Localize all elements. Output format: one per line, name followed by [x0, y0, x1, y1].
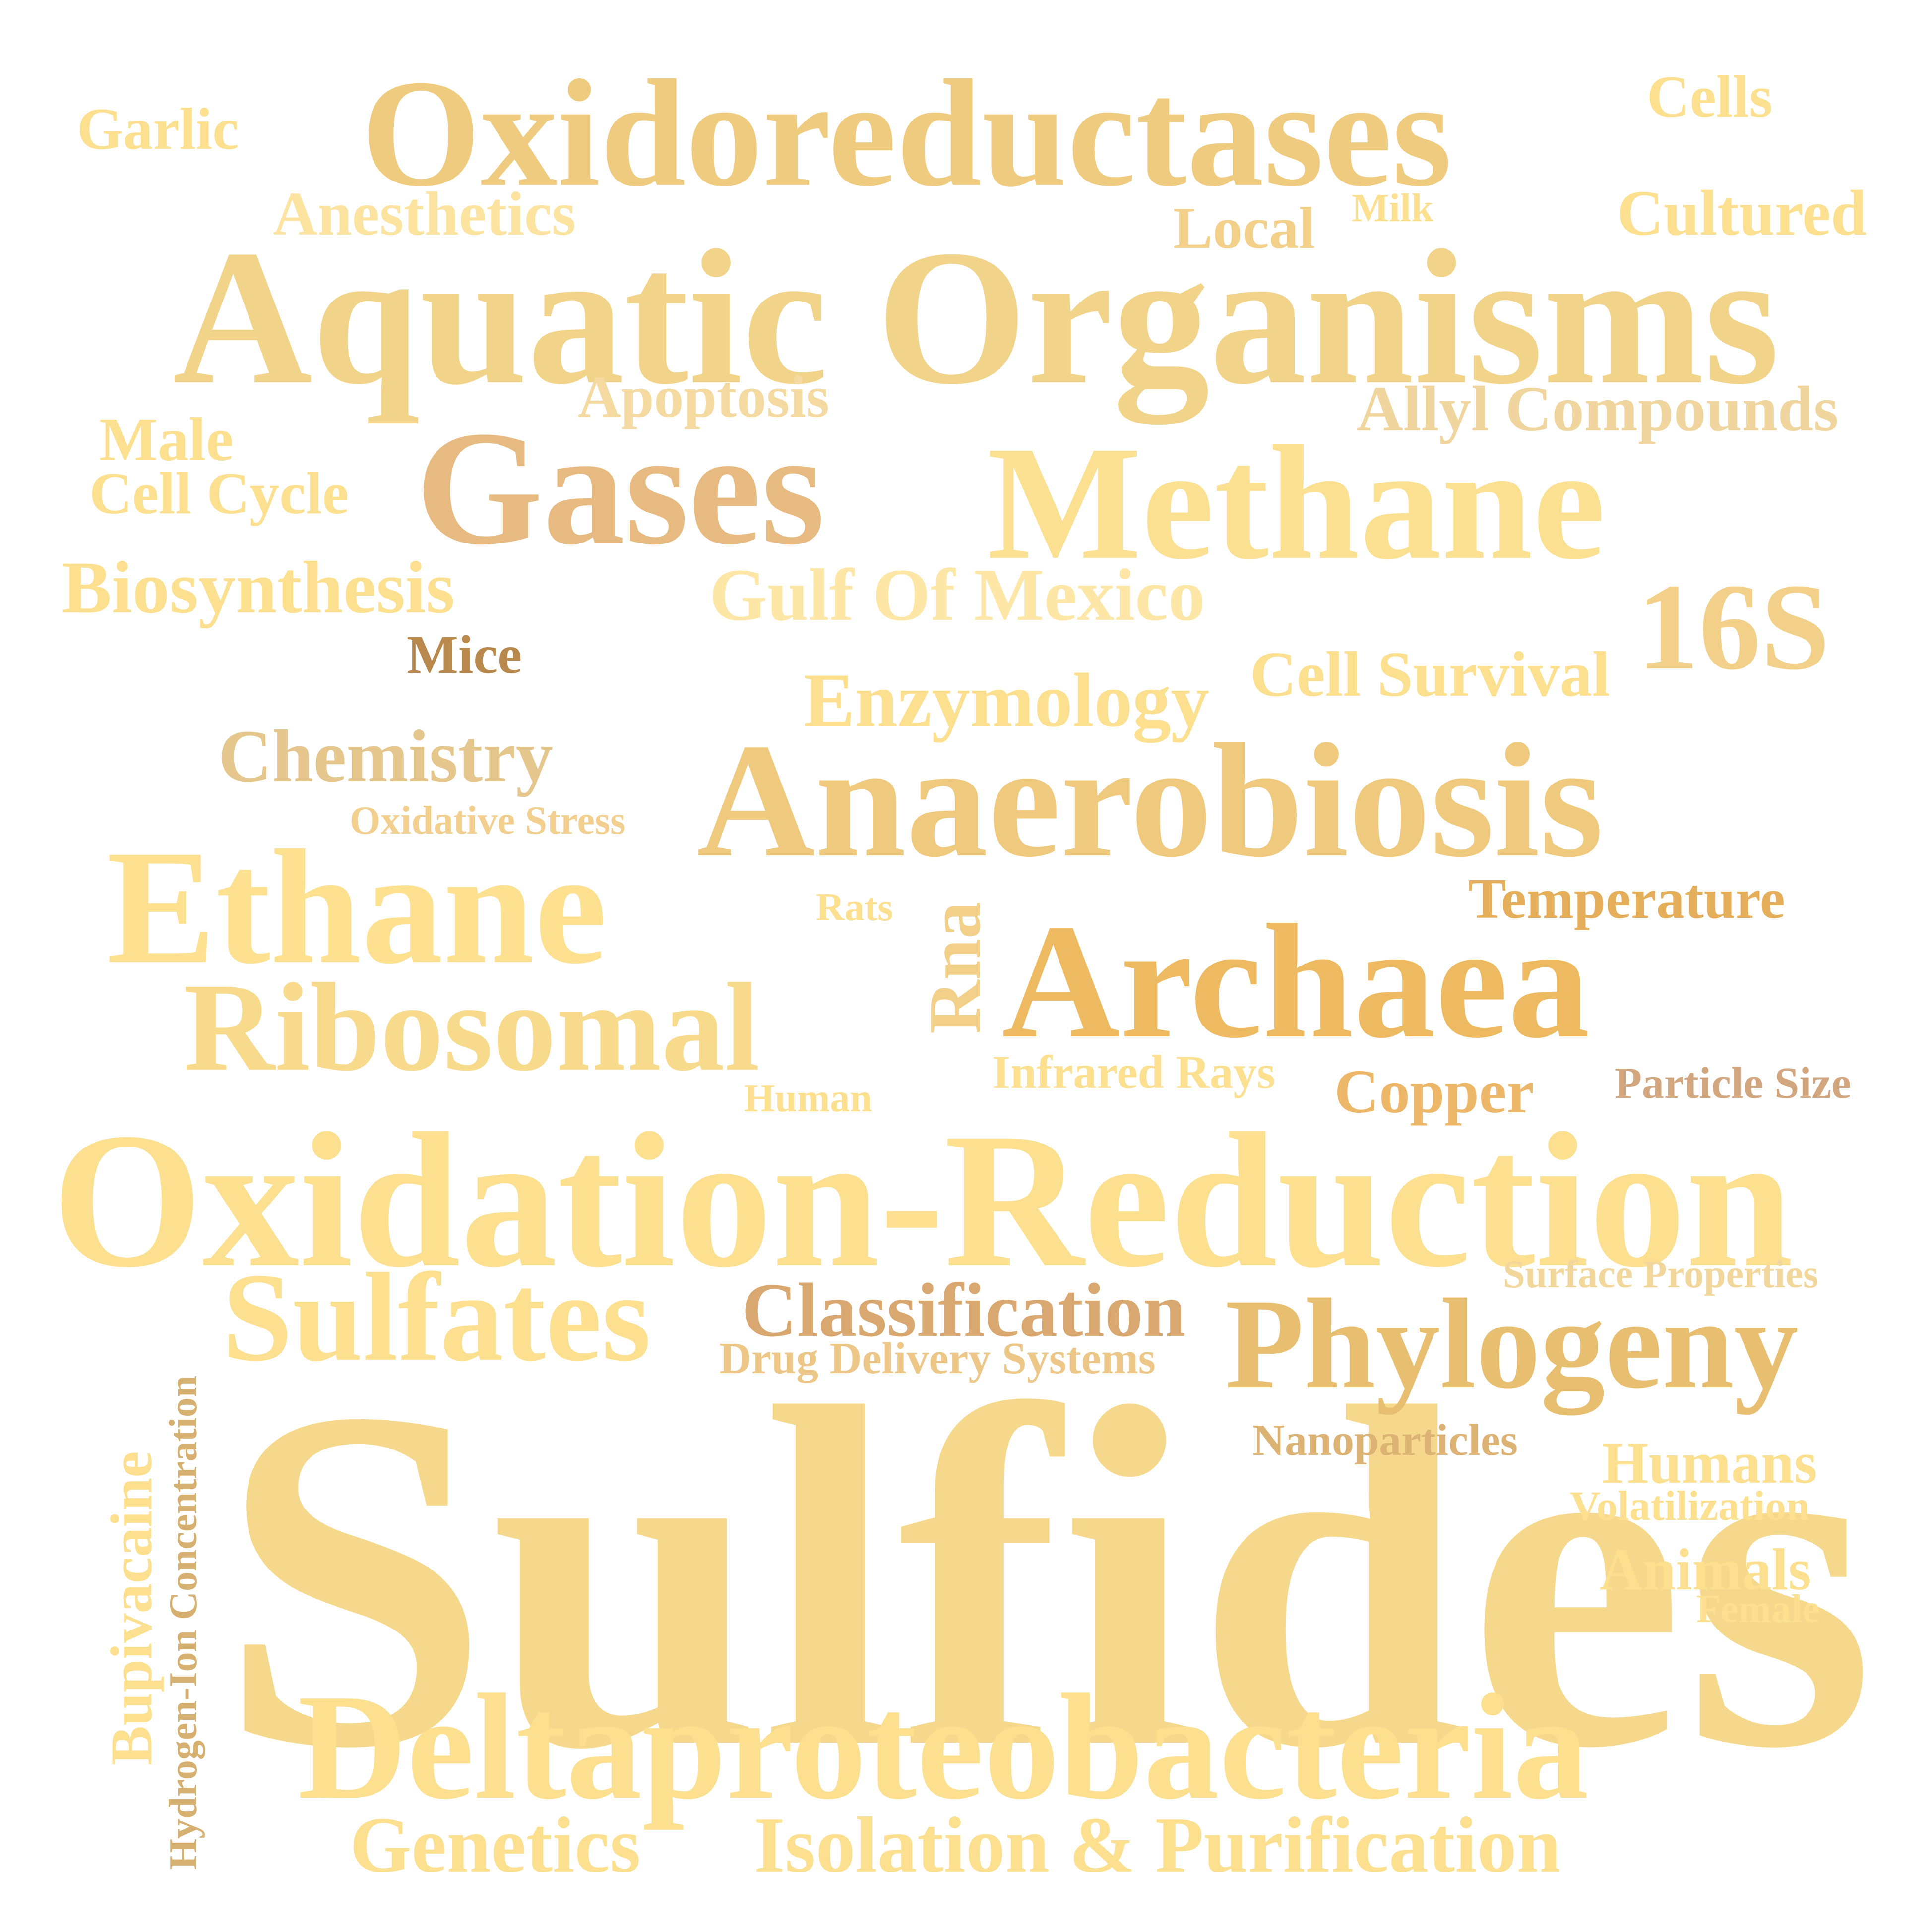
- word-milk: Milk: [1352, 186, 1433, 230]
- word-phylogeny: Phylogeny: [1225, 1272, 1799, 1415]
- word-female: Female: [1696, 1587, 1820, 1631]
- word-cell-survival: Cell Survival: [1250, 639, 1610, 710]
- word-sulfides: Sulfides: [218, 1308, 1875, 1849]
- word-animals: Animals: [1600, 1536, 1811, 1602]
- word-oxidation-reduction: Oxidation-Reduction: [52, 1093, 1794, 1307]
- word-16s: 16S: [1637, 558, 1830, 696]
- word-sulfates: Sulfates: [222, 1248, 651, 1388]
- word-infrared-rays: Infrared Rays: [992, 1046, 1275, 1098]
- word-local: Local: [1173, 195, 1315, 261]
- word-isolation-purification: Isolation & Purification: [754, 1801, 1561, 1889]
- word-oxidoreductases: Oxidoreductases: [361, 49, 1452, 219]
- word-chemistry: Chemistry: [218, 715, 553, 797]
- word-particle-size: Particle Size: [1615, 1059, 1852, 1108]
- word-biosynthesis: Biosynthesis: [62, 546, 455, 629]
- word-anesthetics: Anesthetics: [273, 180, 576, 248]
- word-methane: Methane: [987, 413, 1606, 594]
- word-cultured: Cultured: [1617, 178, 1867, 249]
- word-archaea: Archaea: [1002, 891, 1590, 1072]
- word-surface-properties: Surface Properties: [1503, 1253, 1819, 1296]
- word-mice: Mice: [407, 624, 522, 685]
- word-humans: Humans: [1602, 1430, 1817, 1496]
- word-enzymology: Enzymology: [804, 658, 1210, 743]
- word-nanoparticles: Nanoparticles: [1252, 1416, 1518, 1465]
- word-classification: Classification: [742, 1268, 1186, 1353]
- word-oxidative-stress: Oxidative Stress: [350, 799, 626, 843]
- word-male: Male: [99, 406, 234, 474]
- word-cells: Cells: [1647, 63, 1773, 129]
- word-apoptosis: Apoptosis: [578, 363, 829, 429]
- word-allyl-compounds: Allyl Compounds: [1357, 373, 1839, 445]
- word-aquatic-organisms: Aquatic Organisms: [173, 210, 1780, 424]
- word-drug-delivery-systems: Drug Delivery Systems: [719, 1334, 1156, 1383]
- word-rna: Rna: [914, 902, 996, 1034]
- word-genetics: Genetics: [350, 1801, 641, 1889]
- word-temperature: Temperature: [1468, 867, 1785, 930]
- word-anaerobiosis: Anaerobiosis: [697, 710, 1604, 891]
- word-ethane: Ethane: [107, 817, 607, 998]
- word-garlic: Garlic: [77, 96, 239, 162]
- word-gases: Gases: [416, 398, 825, 579]
- word-hydrogen-ion-concentration: Hydrogen-Ion Concentration: [162, 1375, 205, 1870]
- word-human: Human: [744, 1077, 872, 1120]
- word-volatilization: Volatilization: [1570, 1483, 1810, 1529]
- word-ribosomal: Ribosomal: [184, 958, 760, 1097]
- word-gulf-of-mexico: Gulf Of Mexico: [709, 554, 1205, 636]
- word-bupivacaine: Bupivacaine: [98, 1451, 164, 1765]
- word-copper: Copper: [1334, 1058, 1534, 1126]
- word-cell-cycle: Cell Cycle: [89, 460, 349, 526]
- word-deltaproteobacteria: Deltaproteobacteria: [298, 1663, 1589, 1830]
- word-rats: Rats: [816, 886, 893, 929]
